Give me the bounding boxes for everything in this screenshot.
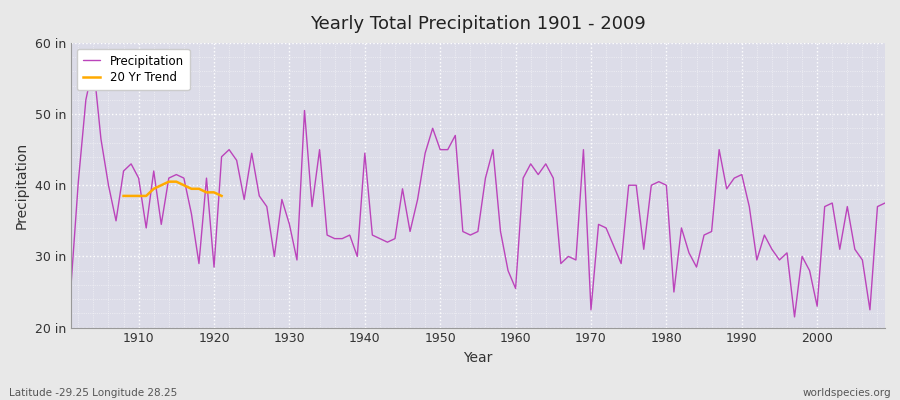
Precipitation: [608, 243, 619, 248]
Line: Precipitation: Precipitation: [71, 64, 885, 317]
Line: 20 Yr Trend: 20 Yr Trend: [123, 182, 221, 196]
20 Yr Trend: [118, 194, 129, 198]
Precipitation: [88, 62, 99, 67]
20 Yr Trend: [148, 186, 159, 191]
20 Yr Trend: [178, 183, 189, 188]
X-axis label: Year: Year: [464, 351, 492, 365]
20 Yr Trend: [216, 194, 227, 198]
Y-axis label: Precipitation: Precipitation: [15, 142, 29, 229]
Precipitation: [345, 233, 356, 238]
Precipitation: [510, 286, 521, 291]
Text: worldspecies.org: worldspecies.org: [803, 388, 891, 398]
20 Yr Trend: [164, 179, 175, 184]
20 Yr Trend: [133, 194, 144, 198]
20 Yr Trend: [156, 183, 166, 188]
20 Yr Trend: [186, 186, 197, 191]
Legend: Precipitation, 20 Yr Trend: Precipitation, 20 Yr Trend: [76, 49, 190, 90]
Text: Latitude -29.25 Longitude 28.25: Latitude -29.25 Longitude 28.25: [9, 388, 177, 398]
Precipitation: [789, 314, 800, 319]
20 Yr Trend: [140, 194, 151, 198]
Precipitation: [133, 176, 144, 180]
Precipitation: [299, 108, 310, 113]
Precipitation: [879, 201, 890, 206]
Precipitation: [518, 176, 528, 180]
Title: Yearly Total Precipitation 1901 - 2009: Yearly Total Precipitation 1901 - 2009: [310, 15, 646, 33]
Precipitation: [66, 286, 77, 291]
20 Yr Trend: [194, 186, 204, 191]
20 Yr Trend: [171, 179, 182, 184]
20 Yr Trend: [126, 194, 137, 198]
20 Yr Trend: [201, 190, 212, 195]
20 Yr Trend: [209, 190, 220, 195]
